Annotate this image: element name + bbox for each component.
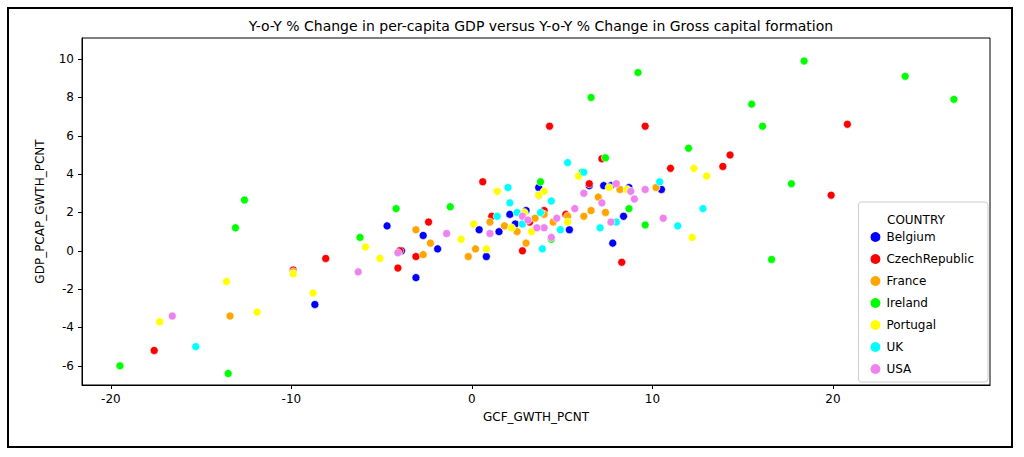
svg-text:UK: UK	[886, 340, 904, 354]
svg-text:USA: USA	[886, 362, 912, 376]
svg-text:GDP_PCAP_GWTH_PCNT: GDP_PCAP_GWTH_PCNT	[33, 139, 47, 284]
svg-text:8: 8	[66, 90, 74, 104]
svg-text:20: 20	[825, 392, 840, 406]
svg-text:COUNTRY: COUNTRY	[887, 213, 945, 227]
svg-text:0: 0	[468, 392, 476, 406]
svg-text:-10: -10	[282, 392, 302, 406]
svg-text:-6: -6	[62, 359, 74, 373]
svg-text:-4: -4	[62, 320, 74, 334]
svg-text:Portugal: Portugal	[886, 318, 936, 332]
svg-text:4: 4	[66, 167, 74, 181]
svg-text:-20: -20	[101, 392, 121, 406]
svg-text:2: 2	[66, 205, 74, 219]
svg-text:6: 6	[66, 129, 74, 143]
svg-text:0: 0	[66, 244, 74, 258]
svg-text:10: 10	[645, 392, 660, 406]
svg-text:10: 10	[59, 52, 74, 66]
svg-text:CzechRepublic: CzechRepublic	[886, 252, 974, 266]
svg-text:Y-o-Y % Change in per-capita G: Y-o-Y % Change in per-capita GDP versus …	[248, 18, 833, 34]
svg-text:-2: -2	[62, 282, 74, 296]
svg-text:Ireland: Ireland	[886, 296, 928, 310]
svg-text:Belgium: Belgium	[886, 230, 935, 244]
svg-text:France: France	[886, 274, 926, 288]
svg-text:GCF_GWTH_PCNT: GCF_GWTH_PCNT	[483, 410, 590, 424]
